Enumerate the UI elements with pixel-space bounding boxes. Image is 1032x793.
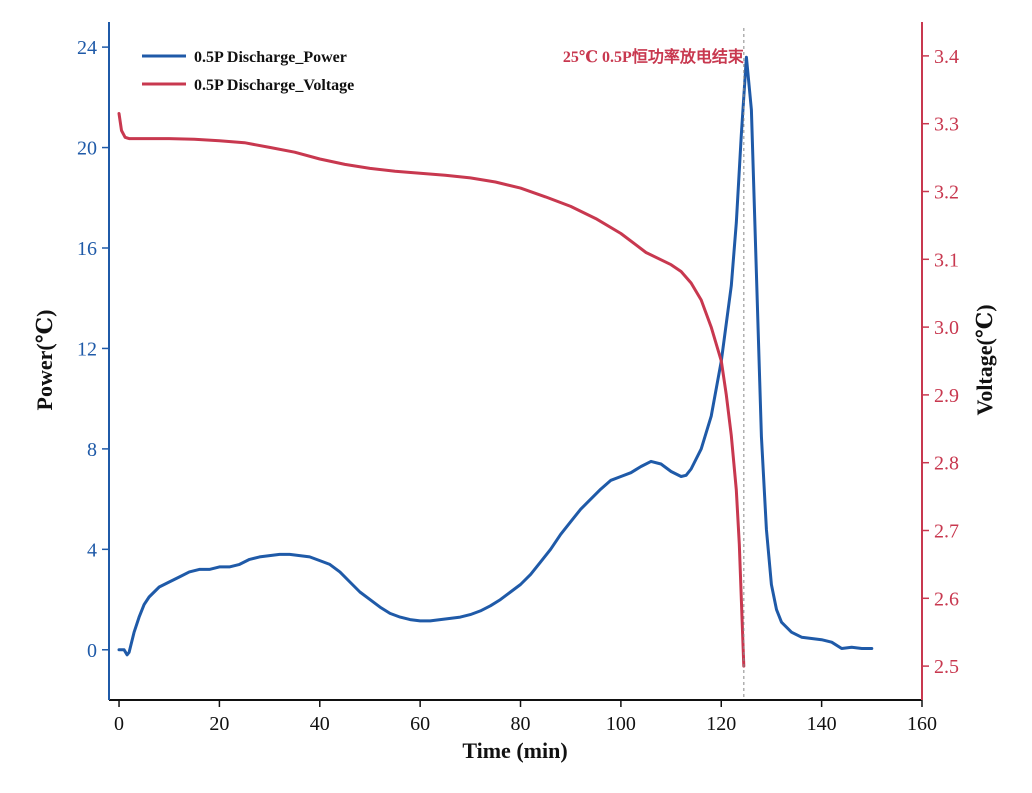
right-y-tick-label: 3.4 bbox=[934, 46, 959, 68]
end-of-discharge-annotation: 25℃ 0.5P恒功率放电结束 bbox=[563, 47, 745, 66]
legend-label-power: 0.5P Discharge_Power bbox=[194, 49, 347, 66]
axes-layer: 0 20 40 60 80 100 120 140 160 0 4 8 12 16 20 24 2.5 2.6 2.… bbox=[77, 22, 959, 735]
x-tick-label: 0 bbox=[114, 713, 124, 735]
x-tick-label: 160 bbox=[907, 713, 937, 735]
power-series-line bbox=[117, 55, 874, 657]
left-y-axis-title: Power(℃) bbox=[32, 310, 57, 411]
x-tick-label: 40 bbox=[310, 713, 330, 735]
left-y-tick-label: 4 bbox=[87, 539, 97, 561]
right-y-tick-label: 3.1 bbox=[934, 249, 959, 271]
right-y-tick-label: 3.0 bbox=[934, 317, 959, 339]
x-tick-label: 100 bbox=[606, 713, 636, 735]
right-y-tick-label: 3.2 bbox=[934, 182, 959, 204]
x-tick-label: 80 bbox=[511, 713, 531, 735]
x-tick-label: 20 bbox=[209, 713, 229, 735]
right-y-tick-label: 2.8 bbox=[934, 453, 959, 475]
left-y-tick-label: 16 bbox=[77, 238, 97, 260]
right-y-tick-label: 2.5 bbox=[934, 656, 959, 678]
x-tick-label: 140 bbox=[807, 713, 837, 735]
left-y-tick-label: 24 bbox=[77, 37, 97, 59]
right-y-tick-label: 3.3 bbox=[934, 114, 959, 136]
right-y-tick-label: 2.7 bbox=[934, 521, 959, 543]
left-y-tick-label: 0 bbox=[87, 640, 97, 662]
legend-label-voltage: 0.5P Discharge_Voltage bbox=[194, 77, 354, 94]
x-tick-label: 60 bbox=[410, 713, 430, 735]
x-axis-title: Time (min) bbox=[462, 738, 567, 763]
right-y-tick-label: 2.9 bbox=[934, 385, 959, 407]
left-y-tick-label: 20 bbox=[77, 138, 97, 160]
left-y-tick-label: 8 bbox=[87, 439, 97, 461]
left-y-tick-label: 12 bbox=[77, 338, 97, 360]
legend: 0.5P Discharge_Power 0.5P Discharge_Volt… bbox=[142, 49, 354, 94]
voltage-series-line bbox=[117, 112, 746, 668]
x-tick-label: 120 bbox=[706, 713, 736, 735]
series-layer bbox=[117, 55, 874, 668]
right-y-tick-label: 2.6 bbox=[934, 588, 959, 610]
right-y-axis-title: Voltage(℃) bbox=[972, 304, 997, 415]
